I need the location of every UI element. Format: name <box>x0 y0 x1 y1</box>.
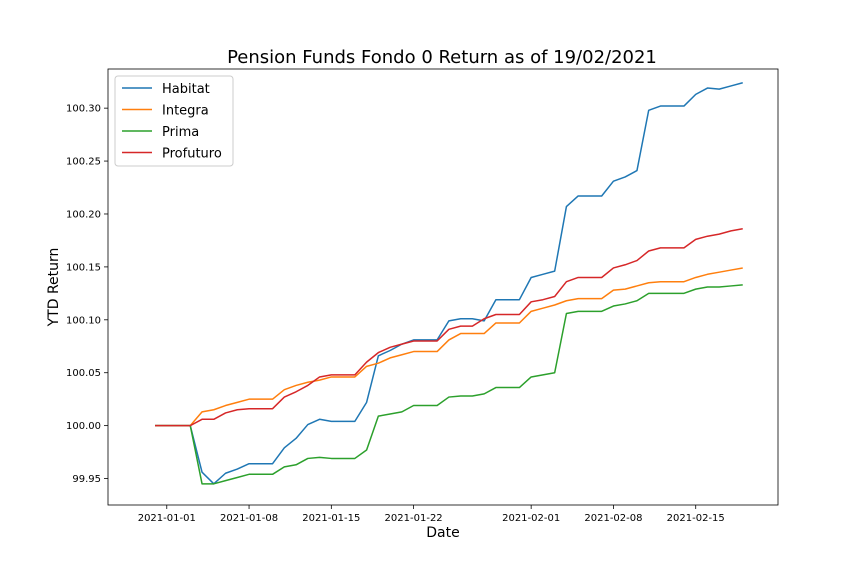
x-tick-label: 2021-01-22 <box>385 513 443 524</box>
legend-label-integra: Integra <box>162 104 209 119</box>
x-tick-label: 2021-01-15 <box>302 513 360 524</box>
y-tick-label: 100.30 <box>66 104 101 115</box>
chart-title: Pension Funds Fondo 0 Return as of 19/02… <box>227 47 657 68</box>
plot-area <box>155 82 743 485</box>
legend-label-prima: Prima <box>162 125 199 140</box>
y-tick-label: 100.20 <box>66 209 101 220</box>
x-axis-title: Date <box>426 525 459 541</box>
y-axis: 99.95 100.00 100.05 100.10 100.15 100.20 100.2… <box>66 104 108 485</box>
x-tick-label: 2021-01-08 <box>220 513 278 524</box>
plot-frame <box>107 68 779 506</box>
y-tick-label: 100.25 <box>66 157 101 168</box>
series-line-prima <box>155 284 743 485</box>
y-tick-label: 100.15 <box>66 262 101 273</box>
legend: Habitat Integra Prima Profuturo <box>114 75 234 167</box>
legend-label-profuturo: Profuturo <box>162 147 222 162</box>
x-tick-label: 2021-02-01 <box>502 513 560 524</box>
series-line-integra <box>155 267 743 427</box>
series-line-habitat <box>155 82 743 485</box>
x-tick-label: 2021-01-01 <box>138 513 196 524</box>
x-tick-label: 2021-02-15 <box>667 513 725 524</box>
x-tick-label: 2021-02-08 <box>584 513 642 524</box>
y-tick-label: 100.00 <box>66 421 101 432</box>
legend-box <box>114 75 234 167</box>
y-tick-label: 100.05 <box>66 368 101 379</box>
x-axis: 2021-01-01 2021-01-08 2021-01-15 2021-01-22… <box>138 505 725 524</box>
y-tick-label: 99.95 <box>72 474 101 485</box>
y-axis-title: YTD Return <box>46 248 62 328</box>
y-tick-label: 100.10 <box>66 315 101 326</box>
legend-label-habitat: Habitat <box>162 82 210 97</box>
series-line-profuturo <box>155 228 743 427</box>
